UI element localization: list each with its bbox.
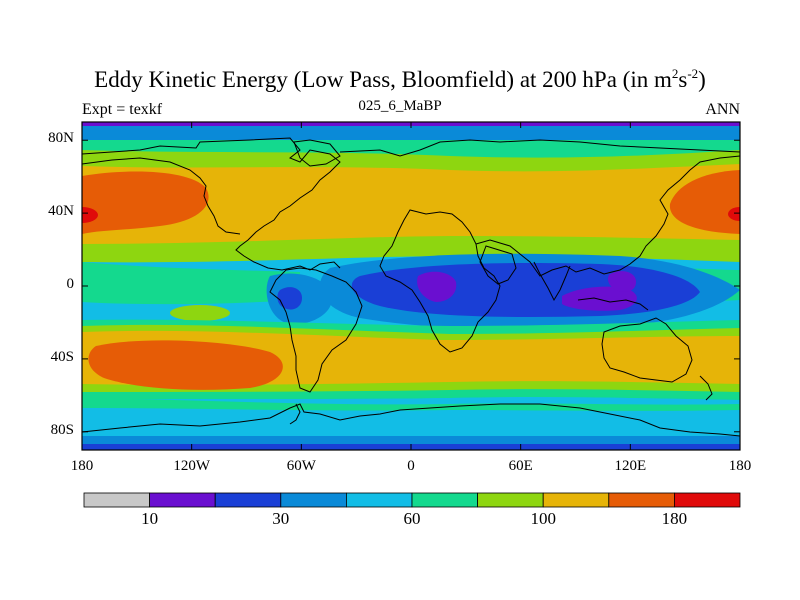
north-pacific-max xyxy=(82,171,209,234)
case-label: 025_6_MaBP xyxy=(358,98,442,114)
colorbar-swatch xyxy=(83,492,150,508)
tropical-deep-min xyxy=(351,263,700,317)
colorbar-swatch xyxy=(345,492,413,508)
coast-arabia xyxy=(479,245,517,285)
coast-india xyxy=(533,261,571,302)
title-m-exponent: 2 xyxy=(671,66,679,81)
y-tick-label: 80N xyxy=(48,130,74,147)
season-label: ANN xyxy=(705,101,740,118)
colorbar-label: 10 xyxy=(141,509,159,528)
maritime-core-min xyxy=(562,286,637,311)
y-tick-marks xyxy=(82,139,740,433)
x-tick-marks xyxy=(81,122,741,450)
band-north-jet-core xyxy=(82,164,740,244)
coast-antarctic-peninsula xyxy=(289,403,301,425)
y-tick-label: 0 xyxy=(66,276,75,292)
colorbar-label: 100 xyxy=(530,509,556,528)
coast-antarctica xyxy=(82,403,740,437)
x-tick-label: 120W xyxy=(173,458,210,474)
colorbar-label: 30 xyxy=(272,509,290,528)
colorbar-swatch xyxy=(477,492,544,508)
coast-alaska-west xyxy=(82,157,241,235)
y-tick-label: 40S xyxy=(50,348,74,365)
colorbar-swatch xyxy=(149,492,216,508)
africa-core-min xyxy=(417,271,457,302)
colorbar xyxy=(83,492,741,508)
south-pacific-max xyxy=(88,340,283,390)
map-title: Eddy Kinetic Energy (Low Pass, Bloomfiel… xyxy=(0,66,800,93)
title-s-unit: s xyxy=(678,67,688,92)
experiment-label: Expt = texkf xyxy=(82,101,163,118)
x-tick-label: 120E xyxy=(614,458,647,474)
colorbar-swatch xyxy=(411,492,478,508)
x-tick-label: 180 xyxy=(70,458,94,474)
colorbar-swatch xyxy=(280,492,347,508)
colorbar-label: 180 xyxy=(661,509,688,528)
tropical-cyan-band xyxy=(82,262,300,305)
title-text: Eddy Kinetic Energy (Low Pass, Bloomfiel… xyxy=(94,67,672,92)
coast-eurasia-north xyxy=(339,139,740,157)
title-close: ) xyxy=(698,67,706,92)
colorbar-label: 60 xyxy=(403,509,421,528)
y-tick-label: 80S xyxy=(50,421,74,438)
y-tick-label: 40N xyxy=(48,203,74,220)
coast-indonesia xyxy=(577,297,649,311)
north-pacific-core-east xyxy=(728,207,740,221)
coast-asia-south xyxy=(475,155,740,277)
coast-north-america xyxy=(82,137,341,271)
coast-new-zealand xyxy=(699,375,713,401)
south-america-core xyxy=(277,287,302,310)
title-s-exponent: -2 xyxy=(687,66,699,81)
north-pacific-core xyxy=(82,207,98,223)
pacific-green-patch xyxy=(170,305,230,321)
band-north-polar xyxy=(82,122,740,140)
x-tick-label: 60E xyxy=(508,458,533,474)
maritime-core-min-north xyxy=(608,271,636,292)
x-tick-label: 0 xyxy=(407,458,415,474)
colorbar-swatch xyxy=(542,492,610,508)
contour-fill-layer xyxy=(82,122,740,450)
x-tick-label: 180 xyxy=(728,458,752,474)
colorbar-swatch xyxy=(214,492,282,508)
x-tick-label: 60W xyxy=(286,458,316,474)
coastlines xyxy=(82,137,740,437)
north-pacific-max-east xyxy=(669,170,740,234)
coast-europe-africa xyxy=(379,209,501,353)
colorbar-swatch xyxy=(608,492,675,508)
colorbar-swatch xyxy=(674,492,741,508)
coast-south-america xyxy=(269,267,363,393)
coast-greenland xyxy=(293,139,341,167)
coast-australia xyxy=(601,317,693,383)
